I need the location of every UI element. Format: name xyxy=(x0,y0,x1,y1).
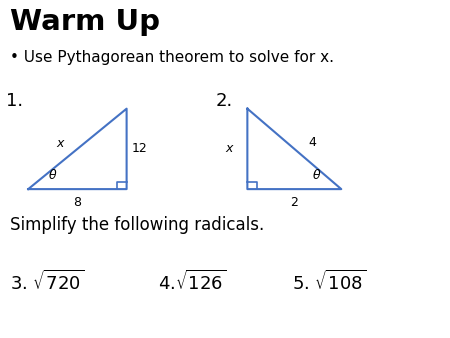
Text: θ: θ xyxy=(49,169,57,182)
Text: 12: 12 xyxy=(132,142,148,155)
Text: Simplify the following radicals.: Simplify the following radicals. xyxy=(10,216,265,234)
Text: 5. $\sqrt{108}$: 5. $\sqrt{108}$ xyxy=(292,270,366,294)
Text: x: x xyxy=(226,142,233,155)
Text: x: x xyxy=(56,137,63,150)
Text: 2: 2 xyxy=(290,196,298,209)
Text: Warm Up: Warm Up xyxy=(10,8,160,36)
Text: 2.: 2. xyxy=(216,92,233,110)
Text: θ: θ xyxy=(313,169,320,182)
Text: 4: 4 xyxy=(308,136,316,149)
Text: 3. $\sqrt{720}$: 3. $\sqrt{720}$ xyxy=(10,270,85,294)
Text: 4.$\sqrt{126}$: 4.$\sqrt{126}$ xyxy=(158,270,226,294)
Text: 8: 8 xyxy=(73,196,81,209)
Text: • Use Pythagorean theorem to solve for x.: • Use Pythagorean theorem to solve for x… xyxy=(10,50,334,65)
Text: 1.: 1. xyxy=(6,92,23,110)
